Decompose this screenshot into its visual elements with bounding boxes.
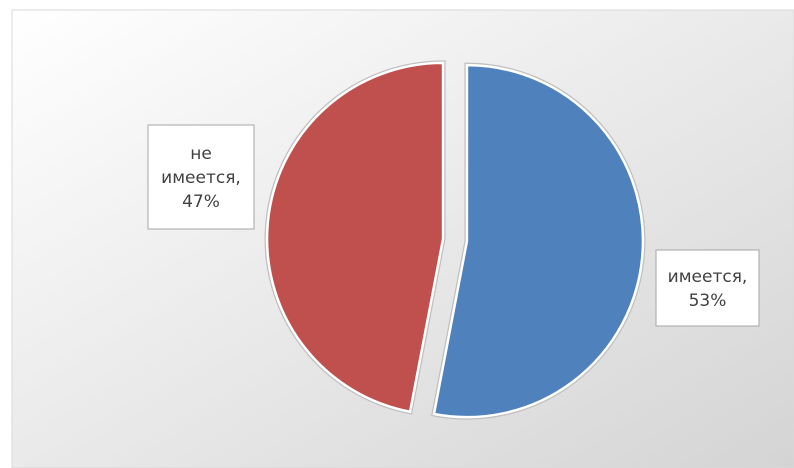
data-label-line: имеется,: [668, 267, 748, 287]
pie-slice: [265, 61, 445, 414]
data-label-line: 47%: [182, 192, 220, 212]
pie-slice: [432, 63, 645, 419]
data-label-line: 53%: [689, 291, 727, 311]
data-label-line: не: [190, 144, 212, 164]
data-label-line: имеется,: [161, 168, 241, 188]
data-label: не имеется, 47%: [161, 144, 241, 212]
data-label-box: [655, 249, 760, 327]
data-label: имеется, 53%: [668, 267, 748, 311]
data-label-box: [147, 124, 255, 230]
